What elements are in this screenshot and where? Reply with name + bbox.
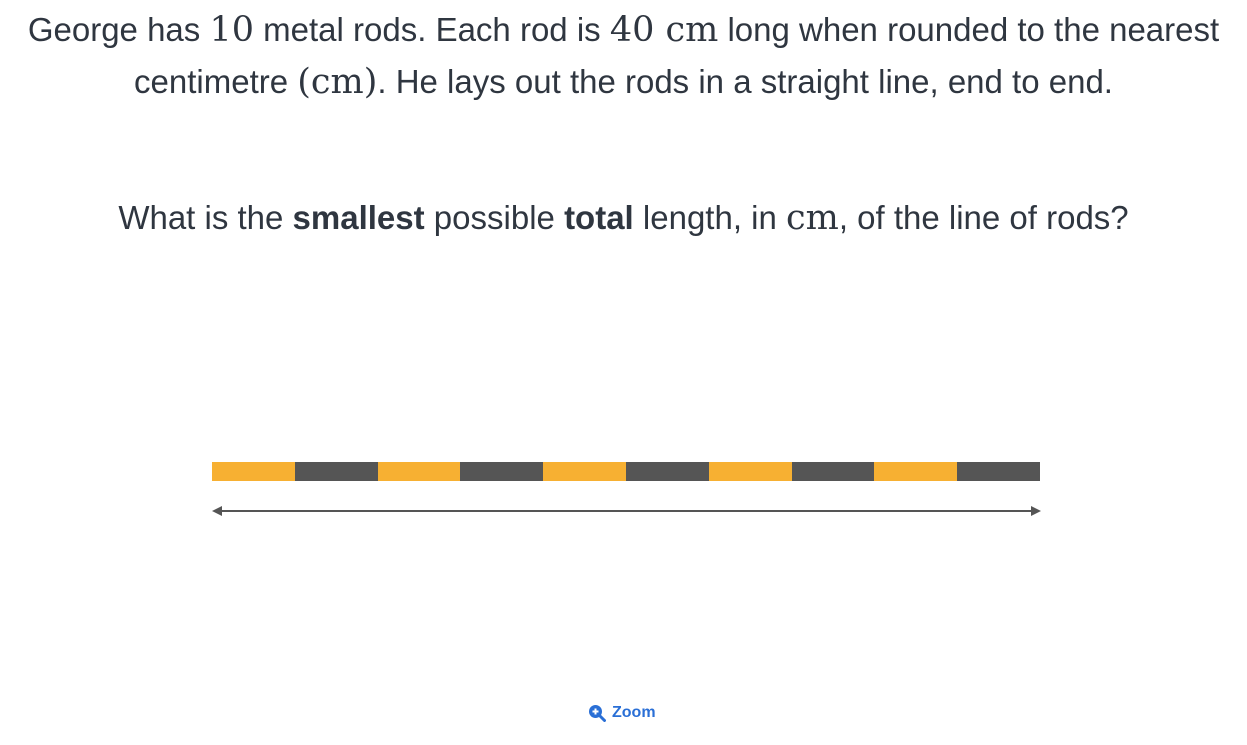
unit-cm: cm [654, 10, 719, 50]
zoom-button[interactable]: Zoom [588, 704, 656, 722]
prompt-emphasis-smallest: smallest [292, 199, 425, 236]
rod-count-value: 10 [209, 10, 254, 50]
metal-rod [212, 462, 295, 481]
rod-line-diagram [212, 462, 1040, 481]
question-text-segment: . He lays out the rods in a straight lin… [377, 63, 1113, 100]
metal-rod [543, 462, 626, 481]
prompt-emphasis-total: total [564, 199, 634, 236]
unit-cm: cm [786, 198, 839, 238]
unit-cm-parenthetical: (cm) [297, 62, 378, 102]
metal-rod [957, 462, 1040, 481]
prompt-text-segment: length, in [633, 199, 787, 236]
question-text-segment: long when rounded to the nearest centime… [134, 11, 1220, 100]
metal-rod [377, 462, 461, 481]
metal-rod [874, 462, 958, 481]
question-text: George has 10 metal rods. Each rod is 40… [20, 4, 1227, 108]
arrow-head-left [212, 506, 222, 516]
metal-rod [708, 462, 792, 481]
arrow-head-right [1031, 506, 1041, 516]
question-text-segment: metal rods. Each rod is [254, 11, 610, 48]
rod-length-value: 40 [609, 10, 655, 50]
metal-rod [460, 462, 544, 481]
prompt-text-segment: possible [424, 199, 565, 236]
metal-rod [625, 462, 709, 481]
question-text-segment: George has [27, 11, 210, 48]
metal-rod [294, 462, 378, 481]
metal-rod [791, 462, 875, 481]
question-prompt: What is the smallest possible total leng… [20, 192, 1227, 244]
zoom-in-icon [589, 705, 606, 722]
zoom-label: Zoom [612, 704, 656, 721]
prompt-text-segment: , of the line of rods? [838, 199, 1129, 236]
total-length-arrow [212, 506, 1041, 516]
prompt-text-segment: What is the [118, 199, 293, 236]
